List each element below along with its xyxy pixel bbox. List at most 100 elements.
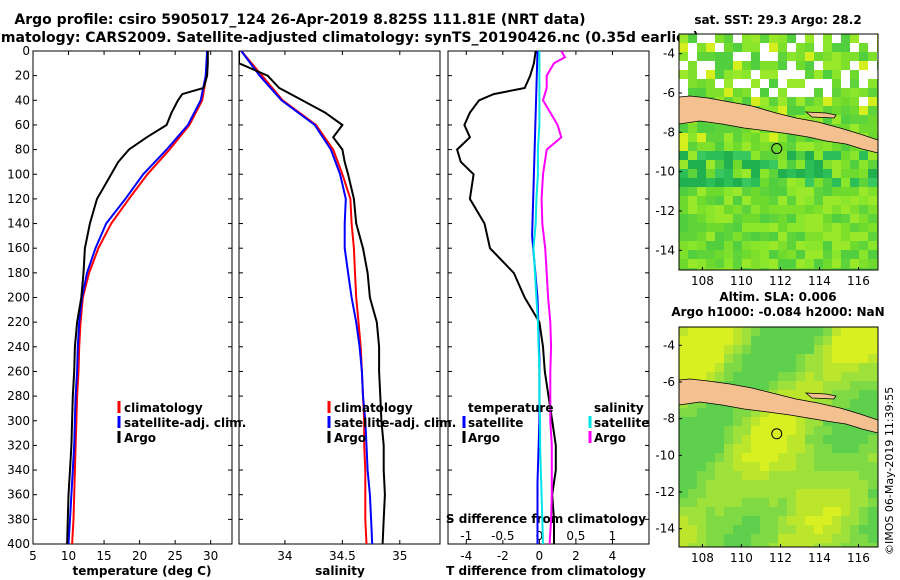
- map-cell: [868, 372, 878, 382]
- map-cell: [688, 205, 698, 215]
- map-cell: [796, 498, 806, 508]
- map-cell: [724, 408, 734, 418]
- map-cell: [841, 79, 851, 89]
- map-cell: [823, 363, 833, 373]
- map-cell: [787, 223, 797, 233]
- map-cell: [832, 205, 842, 215]
- map-cell: [751, 507, 761, 517]
- map-cell: [679, 214, 689, 224]
- map-cell: [715, 241, 725, 251]
- map-cell: [688, 241, 698, 251]
- sst-map-title: sat. SST: 29.3 Argo: 28.2: [694, 13, 861, 27]
- map-cell: [805, 426, 815, 436]
- map-cell: [787, 205, 797, 215]
- map-cell: [715, 417, 725, 427]
- map-cell: [868, 178, 878, 188]
- map-cell: [742, 223, 752, 233]
- sla-map-title-line1: Altim. SLA: 0.006: [719, 290, 836, 304]
- map-cell: [868, 196, 878, 206]
- map-cell: [715, 480, 725, 490]
- map-cell: [760, 142, 770, 152]
- map-cell: [868, 52, 878, 62]
- map-cell: [832, 241, 842, 251]
- map-cell: [778, 435, 788, 445]
- map-cell: [760, 223, 770, 233]
- difference-xlabel-top: S difference from climatology: [446, 512, 646, 526]
- map-cell: [787, 250, 797, 260]
- map-cell: [724, 43, 734, 53]
- map-cell: [733, 169, 743, 179]
- map-cell: [715, 345, 725, 355]
- map-cell: [742, 214, 752, 224]
- map-cell: [859, 462, 869, 472]
- map-cell: [805, 142, 815, 152]
- map-cell: [778, 525, 788, 535]
- map-cell: [868, 259, 878, 269]
- map-cell: [688, 507, 698, 517]
- map-cell: [697, 259, 707, 269]
- map-cell: [760, 363, 770, 373]
- map-cell: [724, 480, 734, 490]
- map-cell: [787, 426, 797, 436]
- map-cell: [859, 327, 869, 337]
- map-cell: [715, 453, 725, 463]
- map-cell: [769, 142, 779, 152]
- map-cell: [715, 268, 725, 270]
- y-tick-label: 260: [7, 364, 30, 378]
- map-cell: [832, 354, 842, 364]
- map-cell: [733, 471, 743, 481]
- map-cell: [769, 268, 779, 270]
- map-cell: [823, 471, 833, 481]
- map-cell: [823, 534, 833, 544]
- map-cell: [715, 151, 725, 161]
- map-cell: [814, 214, 824, 224]
- map-cell: [724, 417, 734, 427]
- map-cell: [742, 534, 752, 544]
- map-cell: [733, 498, 743, 508]
- map-cell: [733, 435, 743, 445]
- map-cell: [778, 444, 788, 454]
- map-cell: [859, 223, 869, 233]
- map-cell: [778, 241, 788, 251]
- madura-island-sla: [804, 392, 837, 400]
- map-cell: [688, 259, 698, 269]
- map-cell: [733, 79, 743, 89]
- map-cell: [760, 169, 770, 179]
- map-cell: [805, 88, 815, 98]
- map-cell: [751, 471, 761, 481]
- map-cell: [778, 345, 788, 355]
- map-cell: [796, 196, 806, 206]
- map-cell: [697, 507, 707, 517]
- map-cell: [742, 61, 752, 71]
- map-cell: [832, 345, 842, 355]
- map-cell: [688, 471, 698, 481]
- map-cell: [688, 336, 698, 346]
- map-cell: [850, 232, 860, 242]
- map-cell: [679, 534, 689, 544]
- map-cell: [751, 543, 761, 547]
- map-cell: [760, 381, 770, 391]
- map-cell: [742, 516, 752, 526]
- map-cell: [841, 498, 851, 508]
- map-cell: [823, 70, 833, 80]
- map-cell: [850, 160, 860, 170]
- map-cell: [796, 543, 806, 547]
- map-cell: [868, 106, 878, 116]
- map-cell: [868, 223, 878, 233]
- map-cell: [706, 187, 716, 197]
- map-cell: [787, 435, 797, 445]
- map-cell: [796, 345, 806, 355]
- argo-line: [66, 51, 209, 544]
- map-cell: [814, 178, 824, 188]
- map-cell: [805, 34, 815, 44]
- salinity-xlabel: salinity: [315, 564, 365, 578]
- map-cell: [823, 241, 833, 251]
- map-cell: [679, 43, 689, 53]
- map-cell: [751, 363, 761, 373]
- map-cell: [733, 142, 743, 152]
- map-cell: [859, 214, 869, 224]
- map-cell: [859, 381, 869, 391]
- map-cell: [733, 250, 743, 260]
- map-cell: [742, 196, 752, 206]
- map-cell: [778, 205, 788, 215]
